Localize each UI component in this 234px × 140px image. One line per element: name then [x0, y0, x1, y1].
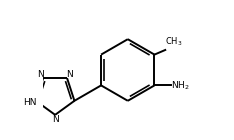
Text: N: N	[37, 70, 44, 79]
Text: CH$_3$: CH$_3$	[165, 36, 183, 48]
Text: NH$_2$: NH$_2$	[171, 79, 190, 92]
Text: HN: HN	[23, 98, 37, 107]
Text: N: N	[67, 70, 73, 79]
Text: N: N	[52, 115, 58, 124]
